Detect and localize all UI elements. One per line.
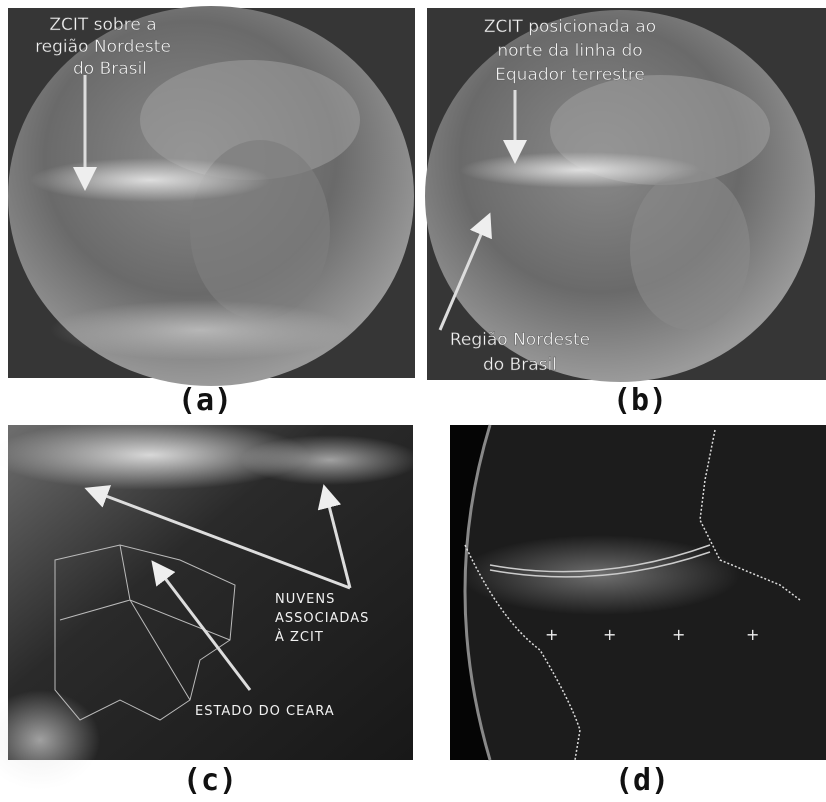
clouds xyxy=(240,435,420,485)
cloud-band xyxy=(460,152,700,188)
svg-text:+: + xyxy=(603,625,616,644)
annotation: norte da linha do xyxy=(497,41,642,61)
cloud-band xyxy=(30,158,270,202)
panel-label: (a) xyxy=(178,383,232,418)
annotation: ZCIT sobre a xyxy=(49,15,156,35)
annotation: região Nordeste xyxy=(35,37,171,57)
panel-d: + + + + xyxy=(450,425,826,760)
annotation: do Brasil xyxy=(483,355,557,375)
panel-c: NUVENS ASSOCIADAS À ZCIT ESTADO DO CEARA xyxy=(0,420,420,790)
continent xyxy=(630,170,750,330)
panel-label: (b) xyxy=(613,383,667,418)
annotation: ASSOCIADAS xyxy=(275,611,369,626)
figure: ZCIT sobre a região Nordeste do Brasil (… xyxy=(0,0,826,802)
panel-a: ZCIT sobre a região Nordeste do Brasil xyxy=(8,6,415,386)
annotation: ESTADO DO CEARA xyxy=(195,704,335,719)
panel-label: (d) xyxy=(615,763,669,798)
svg-text:+: + xyxy=(672,625,685,644)
clouds xyxy=(50,300,350,360)
panel-b: ZCIT posicionada ao norte da linha do Eq… xyxy=(425,8,826,382)
svg-text:+: + xyxy=(746,625,759,644)
annotation: NUVENS xyxy=(275,592,335,607)
annotation: Região Nordeste xyxy=(450,330,590,350)
svg-text:+: + xyxy=(545,625,558,644)
annotation: Equador terrestre xyxy=(495,65,645,85)
annotation: do Brasil xyxy=(73,59,147,79)
annotation: À ZCIT xyxy=(275,629,324,645)
annotation: ZCIT posicionada ao xyxy=(484,17,656,37)
panel-label: (c) xyxy=(183,763,237,798)
